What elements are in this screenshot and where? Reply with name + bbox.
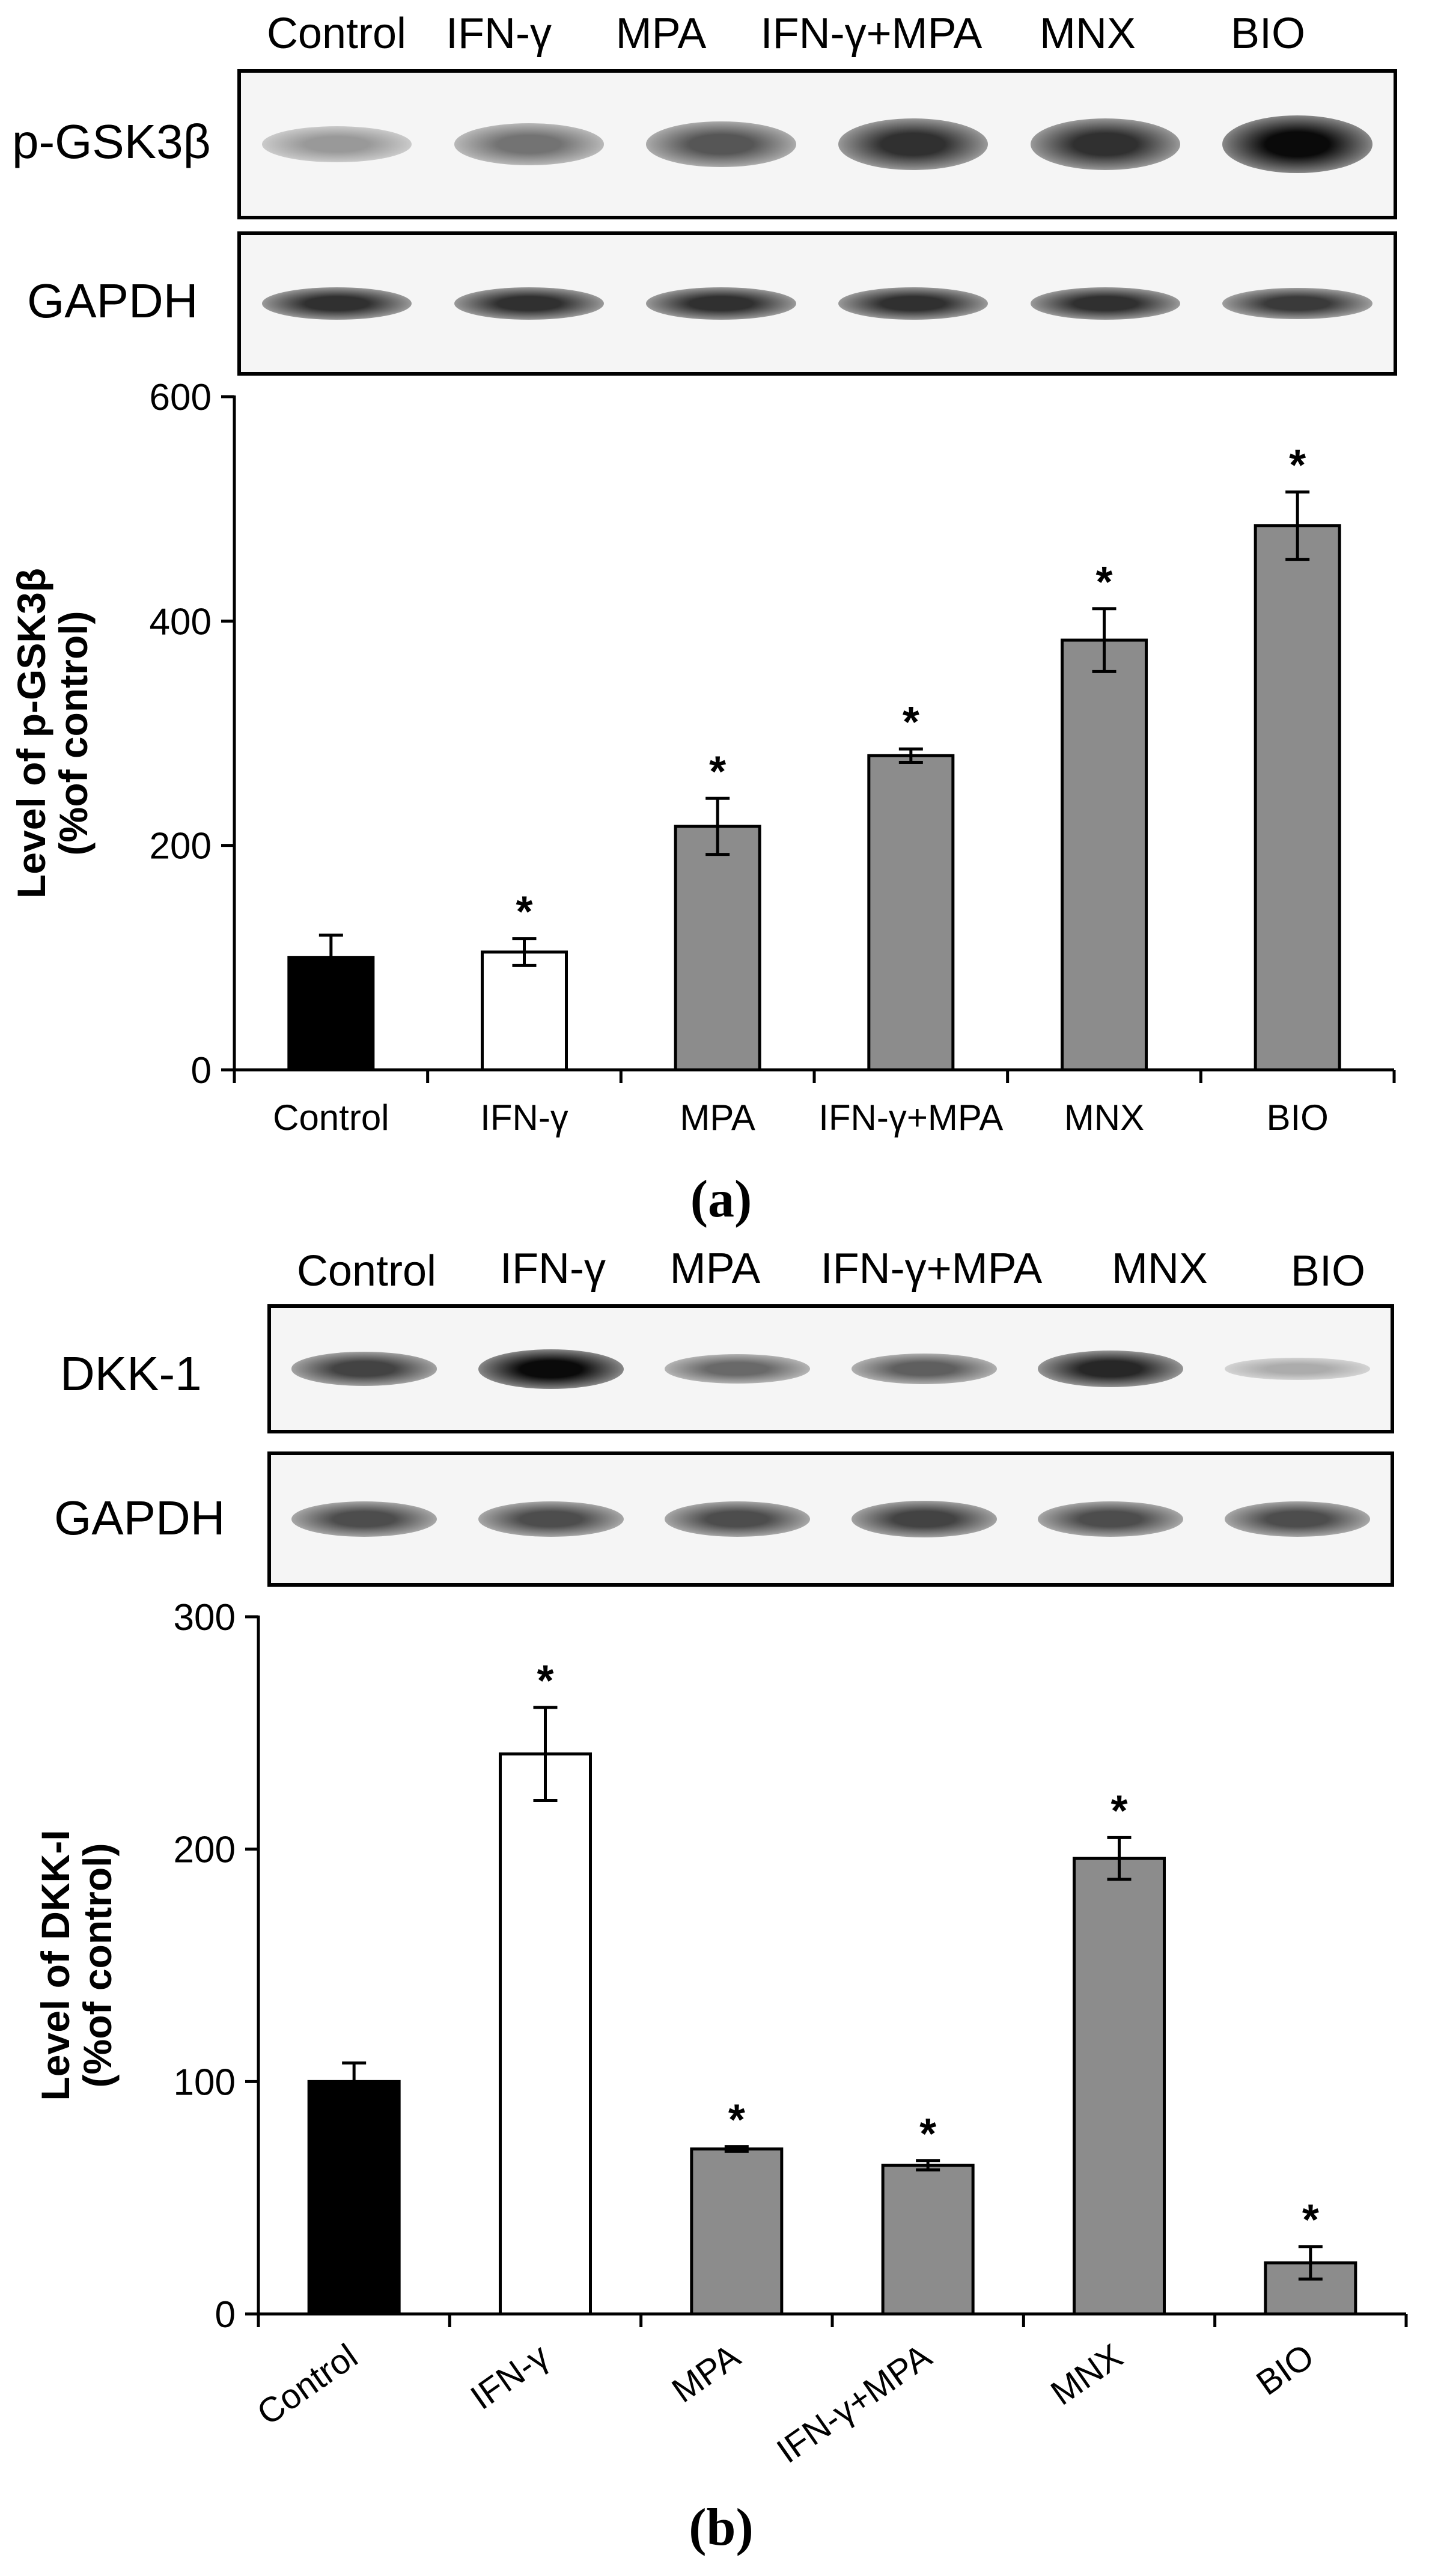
chart-a-significance-1: * xyxy=(516,888,532,936)
chart-a-ylabel-line2: (%of control) xyxy=(51,611,96,856)
gapdh-a-band-1 xyxy=(454,287,605,320)
chart-b-bar-0 xyxy=(307,2080,401,2316)
lane-label-a-0: Control xyxy=(266,10,407,58)
chart-a-ytick-label-0: 0 xyxy=(191,1050,212,1091)
chart-a-bar-5 xyxy=(1254,524,1341,1072)
chart-a-significance-2: * xyxy=(709,748,726,796)
panel-letter-b: (b) xyxy=(689,2498,754,2557)
gapdh-b-band-5 xyxy=(1224,1501,1370,1537)
chart-a-significance-3: * xyxy=(903,698,919,746)
chart-a-ytick-label-1: 200 xyxy=(150,826,212,867)
chart-a-significance-4: * xyxy=(1095,558,1112,606)
lane-label-b-2: MPA xyxy=(669,1245,761,1293)
chart-b-bar-1 xyxy=(499,1752,592,2316)
chart-b-significance-2: * xyxy=(728,2096,745,2144)
p-gsk3b-band-0 xyxy=(262,126,412,162)
chart-b-ylabel-line2: (%of control) xyxy=(75,1843,120,2088)
chart-b-category-label-1: IFN-γ xyxy=(464,2336,556,2417)
chart-b-bar-3 xyxy=(881,2164,975,2316)
chart-b-category-label-2: MPA xyxy=(665,2336,748,2410)
chart-a: 0 200 400 600 Control * IFN-γ * MPA * IFN-γ+MPA * MN… xyxy=(9,379,1396,1138)
dkk1-band-0 xyxy=(291,1352,437,1386)
chart-b-category-label-5: BIO xyxy=(1249,2336,1321,2403)
chart-b-category-label-4: MNX xyxy=(1044,2336,1130,2413)
chart-b-significance-4: * xyxy=(1110,1787,1127,1835)
gapdh-a-band-5 xyxy=(1222,287,1372,320)
chart-a-bar-0 xyxy=(287,956,375,1072)
chart-a-significance-5: * xyxy=(1289,442,1306,490)
chart-b-significance-5: * xyxy=(1302,2196,1319,2244)
p-gsk3b-band-4 xyxy=(1030,118,1181,171)
chart-b-bar-2 xyxy=(690,2147,784,2316)
blot-row-label-a-1: GAPDH xyxy=(27,274,198,328)
chart-a-category-label-3: IFN-γ+MPA xyxy=(818,1097,1003,1138)
gapdh-b-band-3 xyxy=(851,1500,997,1538)
chart-b-significance-1: * xyxy=(537,1657,553,1705)
dkk1-band-3 xyxy=(851,1353,997,1385)
chart-b-bar-4 xyxy=(1073,1857,1166,2316)
blot-row-label-b-0: DKK-1 xyxy=(60,1347,202,1400)
chart-b-ylabel-line1: Level of DKK-I xyxy=(33,1830,78,2101)
lane-label-b-3: IFN-γ+MPA xyxy=(820,1245,1043,1293)
chart-a-category-label-1: IFN-γ xyxy=(480,1097,568,1138)
figure-b: Control IFN-γ MPA IFN-γ+MPA MNX BIO DKK-… xyxy=(0,1244,1438,2576)
chart-a-ytick-label-2: 400 xyxy=(150,601,212,642)
p-gsk3b-band-5 xyxy=(1222,115,1372,173)
lane-label-b-1: IFN-γ xyxy=(500,1245,606,1293)
chart-a-bar-4 xyxy=(1061,638,1148,1072)
gapdh-a-band-2 xyxy=(646,287,796,320)
gapdh-b-band-0 xyxy=(291,1501,437,1537)
gapdh-a-band-4 xyxy=(1030,287,1181,320)
chart-b: 0 100 200 300 Control * IFN-γ * MPA * IFN-γ+MPA * MN… xyxy=(33,1599,1408,2471)
lane-label-b-4: MNX xyxy=(1112,1245,1208,1293)
chart-a-ytick-label-3: 600 xyxy=(150,379,212,418)
blot-image-a-0 xyxy=(237,69,1397,219)
blot-image-a-1 xyxy=(237,231,1397,376)
chart-a-bar-2 xyxy=(674,825,761,1072)
lane-label-a-3: IFN-γ+MPA xyxy=(760,10,983,58)
chart-a-category-label-2: MPA xyxy=(680,1097,755,1138)
dkk1-band-2 xyxy=(665,1354,811,1384)
lane-label-b-5: BIO xyxy=(1290,1247,1366,1295)
chart-a-category-label-0: Control xyxy=(273,1097,389,1138)
lane-label-b-0: Control xyxy=(296,1247,437,1295)
gapdh-a-band-3 xyxy=(838,287,989,320)
chart-b-category-label-0: Control xyxy=(250,2336,364,2432)
gapdh-b-band-2 xyxy=(665,1501,811,1537)
chart-a-category-label-4: MNX xyxy=(1064,1097,1144,1138)
panel-letter-a: (a) xyxy=(690,1170,752,1228)
gapdh-b-band-4 xyxy=(1038,1501,1184,1537)
lane-label-a-1: IFN-γ xyxy=(446,10,552,58)
blot-row-label-b-1: GAPDH xyxy=(54,1491,225,1545)
blot-image-b-1 xyxy=(267,1451,1394,1587)
figure-a: Control IFN-γ MPA IFN-γ+MPA MNX BIO p-GS… xyxy=(0,0,1438,1244)
chart-a-bar-1 xyxy=(481,950,568,1072)
blot-row-label-a-0: p-GSK3β xyxy=(12,115,211,168)
blot-image-b-0 xyxy=(267,1304,1394,1433)
chart-a-ylabel-line1: Level of p-GSK3β xyxy=(9,568,53,899)
chart-b-ytick-label-2: 200 xyxy=(174,1830,236,1871)
p-gsk3b-band-3 xyxy=(838,118,989,171)
dkk1-band-5 xyxy=(1224,1357,1370,1381)
chart-a-category-label-5: BIO xyxy=(1266,1097,1328,1138)
lane-label-a-5: BIO xyxy=(1230,10,1306,58)
gapdh-b-band-1 xyxy=(478,1501,624,1537)
chart-a-bar-3 xyxy=(867,754,955,1072)
chart-b-ytick-label-1: 100 xyxy=(174,2062,236,2103)
lane-label-a-4: MNX xyxy=(1040,10,1136,58)
chart-b-ytick-label-3: 300 xyxy=(174,1599,236,1638)
chart-b-significance-3: * xyxy=(919,2110,936,2158)
gapdh-a-band-0 xyxy=(262,287,412,320)
p-gsk3b-band-2 xyxy=(646,121,796,168)
dkk1-band-1 xyxy=(478,1349,624,1389)
lane-label-a-2: MPA xyxy=(615,10,707,58)
chart-b-category-label-3: IFN-γ+MPA xyxy=(770,2336,939,2471)
p-gsk3b-band-1 xyxy=(454,123,605,165)
chart-b-ytick-label-0: 0 xyxy=(215,2294,236,2336)
dkk1-band-4 xyxy=(1038,1350,1184,1388)
